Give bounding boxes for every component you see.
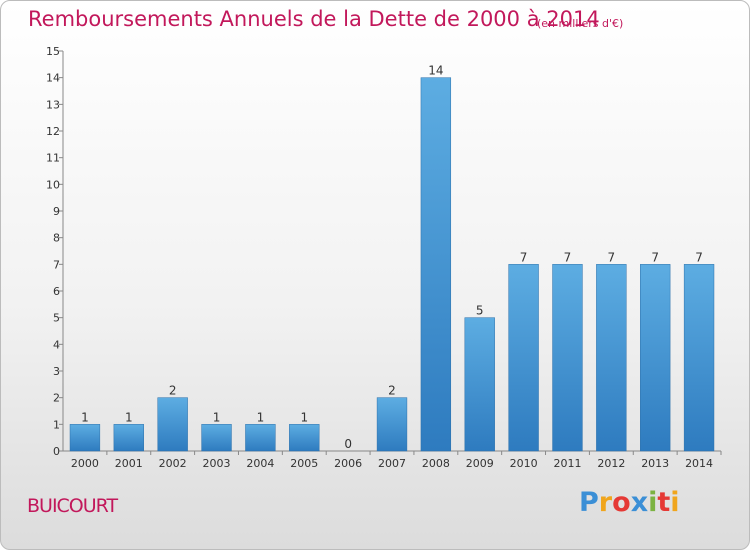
logo-letter: r xyxy=(598,487,613,518)
y-tick-label: 0 xyxy=(53,445,60,458)
y-tick-label: 13 xyxy=(46,98,60,111)
bar-2014 xyxy=(683,264,715,452)
logo-letter: i xyxy=(648,487,658,518)
logo-letter: P xyxy=(579,487,599,518)
data-label-2010: 7 xyxy=(520,250,528,264)
x-tick-label: 2011 xyxy=(553,457,581,470)
x-tick-label: 2005 xyxy=(290,457,318,470)
y-tick-label: 11 xyxy=(46,152,60,165)
x-tick-label: 2010 xyxy=(510,457,538,470)
x-tick-label: 2012 xyxy=(597,457,625,470)
data-label-2013: 7 xyxy=(651,250,659,264)
bar-2012 xyxy=(596,264,627,452)
data-label-2009: 5 xyxy=(476,304,484,318)
data-label-2000: 1 xyxy=(81,410,89,424)
y-tick-label: 12 xyxy=(46,125,60,138)
bar-2007 xyxy=(376,397,408,452)
bar-2011 xyxy=(552,264,583,452)
y-tick-label: 15 xyxy=(46,45,60,58)
x-axis: 2000 2001 2002 2003 2004 2005 2006 2007 2008 2009… xyxy=(63,450,722,470)
x-tick-label: 2002 xyxy=(159,457,187,470)
x-tick-label: 2006 xyxy=(334,457,362,470)
x-tick-label: 2013 xyxy=(641,457,669,470)
bar-2013 xyxy=(640,264,671,452)
commune-name: BUICOURT xyxy=(27,495,118,517)
x-tick-label: 2014 xyxy=(685,457,713,470)
y-tick-label: 6 xyxy=(53,285,60,298)
y-tick-label: 1 xyxy=(53,418,60,431)
bar-2004 xyxy=(245,424,276,452)
data-label-2005: 1 xyxy=(300,410,308,424)
data-label-2011: 7 xyxy=(564,250,572,264)
x-tick-label: 2009 xyxy=(466,457,494,470)
y-tick-label: 14 xyxy=(46,72,60,85)
data-label-2007: 2 xyxy=(388,384,396,398)
x-tick-label: 2008 xyxy=(422,457,450,470)
bar-2010 xyxy=(508,264,539,452)
bars xyxy=(69,77,715,452)
x-tick-label: 2003 xyxy=(203,457,231,470)
x-tick-label: 2004 xyxy=(246,457,274,470)
bar-2008 xyxy=(420,77,452,452)
data-label-2012: 7 xyxy=(608,250,616,264)
y-tick-label: 9 xyxy=(53,205,60,218)
bar-2001 xyxy=(113,424,144,452)
x-tick-label: 2000 xyxy=(71,457,99,470)
bar-2002 xyxy=(157,397,188,452)
data-label-2006: 0 xyxy=(344,437,352,451)
logo-letter: x xyxy=(630,487,649,518)
chart-subtitle: (en milliers d'€) xyxy=(537,17,624,30)
data-labels: 1 1 2 1 1 1 0 2 14 5 7 7 7 7 7 xyxy=(81,64,703,451)
y-tick-label: 10 xyxy=(46,178,60,191)
data-label-2004: 1 xyxy=(257,410,265,424)
bar-2000 xyxy=(69,424,101,452)
y-tick-label: 2 xyxy=(53,392,60,405)
x-tick-label: 2001 xyxy=(115,457,143,470)
data-label-2014: 7 xyxy=(695,250,703,264)
bar-2005 xyxy=(289,424,320,452)
proxiti-logo: Proxiti xyxy=(579,487,680,518)
logo-letter: t xyxy=(657,487,671,518)
data-label-2001: 1 xyxy=(125,410,133,424)
data-label-2002: 2 xyxy=(169,384,177,398)
y-tick-label: 5 xyxy=(53,312,60,325)
data-label-2008: 14 xyxy=(428,64,443,78)
chart-title: Remboursements Annuels de la Dette de 20… xyxy=(28,7,600,31)
y-tick-label: 3 xyxy=(53,365,60,378)
logo-letter: o xyxy=(612,487,631,518)
data-label-2003: 1 xyxy=(213,410,221,424)
y-tick-label: 8 xyxy=(53,232,60,245)
x-tick-label: 2007 xyxy=(378,457,406,470)
logo-letter: i xyxy=(670,487,680,518)
y-tick-label: 4 xyxy=(53,338,60,351)
bar-2009 xyxy=(464,317,495,452)
y-tick-label: 7 xyxy=(53,258,60,271)
bar-2003 xyxy=(201,424,232,452)
